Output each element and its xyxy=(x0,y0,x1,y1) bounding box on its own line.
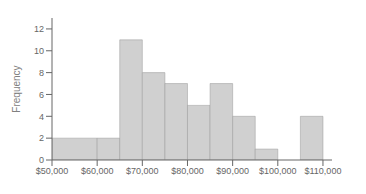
svg-text:$70,000: $70,000 xyxy=(126,166,159,176)
svg-text:$100,000: $100,000 xyxy=(259,166,297,176)
svg-text:8: 8 xyxy=(39,68,44,78)
svg-text:$60,000: $60,000 xyxy=(81,166,114,176)
svg-text:0: 0 xyxy=(39,155,44,165)
svg-text:$80,000: $80,000 xyxy=(171,166,204,176)
svg-text:4: 4 xyxy=(39,112,44,122)
svg-text:$110,000: $110,000 xyxy=(305,166,342,176)
svg-text:$90,000: $90,000 xyxy=(216,166,249,176)
svg-text:$50,000: $50,000 xyxy=(36,166,69,176)
svg-text:Frequency: Frequency xyxy=(11,65,22,112)
svg-text:6: 6 xyxy=(39,90,44,100)
svg-text:10: 10 xyxy=(34,46,44,56)
svg-text:2: 2 xyxy=(39,133,44,143)
svg-text:12: 12 xyxy=(34,24,44,34)
